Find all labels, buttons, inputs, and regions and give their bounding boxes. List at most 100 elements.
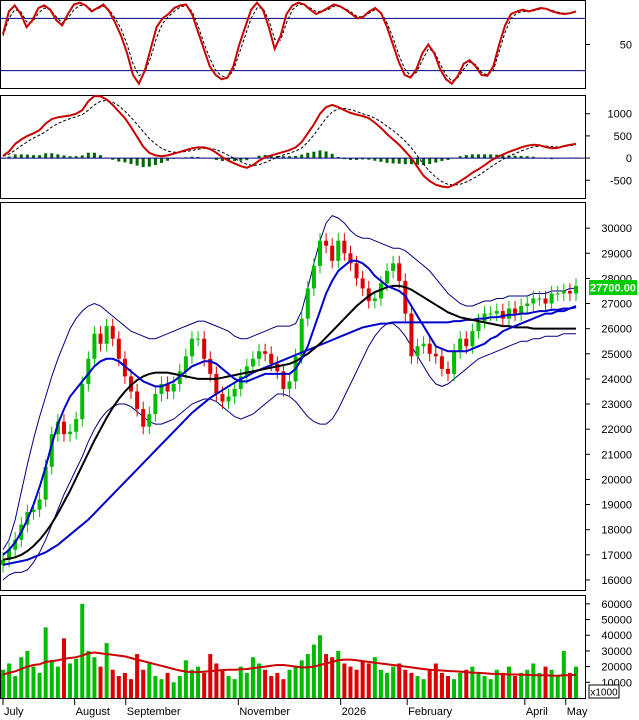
candle-body [7,549,12,560]
candle-body [488,313,493,315]
macd-histogram-bar [416,158,420,165]
volume-bar [226,676,231,698]
candle-body [269,353,274,364]
candle-body [238,376,243,389]
volume-bar [269,676,274,698]
macd-histogram-bar [141,158,145,168]
macd-histogram-bar [288,156,291,159]
stochastic-plot [0,1,585,86]
macd-histogram-bar [147,158,151,167]
price-tick-label: 18000 [601,525,632,537]
macd-histogram-bar [257,155,261,159]
volume-bar [275,672,280,698]
volume-bar [263,669,268,698]
volume-bar [397,663,402,698]
candle-body [421,343,426,347]
x-axis-label: 2026 [342,706,366,718]
candle-body [116,338,121,359]
macd-histogram-bar [324,151,328,159]
macd-histogram-bar [159,158,163,163]
candle-body [531,298,536,304]
volume-bar [98,666,103,698]
price-tick-label: 21000 [601,449,632,461]
candle-body [196,338,201,340]
volume-bar [391,666,396,698]
candle-body [250,358,255,367]
candle-body [366,288,371,302]
candle-body [159,383,164,394]
candle-body [433,353,438,357]
candle-body [257,351,262,359]
volume-bar [348,666,353,698]
macd-histogram-bar [196,157,200,159]
candle-body [226,396,231,402]
x-axis-label: November [239,706,290,718]
volume-bar [372,657,377,698]
volume-bar [129,679,134,698]
candle-body [98,333,103,344]
volume-bar [122,672,127,698]
candle-body [183,356,188,372]
candle-body [305,288,310,319]
volume-bar [214,663,219,698]
macd-histogram-bar [220,158,224,162]
candle-body [543,298,548,304]
volume-bar [317,635,322,698]
candle-body [311,265,316,289]
volume-bar [336,650,341,698]
macd-histogram-bar [68,156,72,159]
candle-body [287,381,292,389]
volume-tick-label: 50000 [601,615,632,627]
volume-bar [415,676,420,698]
volume-bar [31,666,36,698]
macd-tick-label: -500 [610,175,632,187]
volume-bar [92,657,97,698]
candle-body [555,293,560,295]
macd-histogram-bar [38,155,42,159]
macd-histogram-bar [531,156,535,159]
x-axis-label: April [526,706,548,718]
candle-body [336,240,341,261]
macd-histogram-bar [440,158,444,162]
volume-bar [19,657,24,698]
volume-bar [421,679,426,698]
macd-signal-line [2,99,577,186]
candle-body [275,363,280,372]
macd-histogram-bar [361,158,365,160]
candle-body [500,311,505,319]
volume-bar [293,666,298,698]
macd-histogram-bar [294,155,298,159]
volume-bar [74,658,79,698]
price-tick-label: 27000 [601,299,632,311]
volume-tick-label: 60000 [601,599,632,611]
macd-histogram-bar [458,156,462,159]
candle-body [567,290,572,294]
candle-body [506,308,511,319]
candle-body [445,368,450,374]
candle-body [513,308,518,314]
price-tick-label: 23000 [601,399,632,411]
candle-body [427,343,432,354]
macd-histogram-bar [385,158,389,163]
volume-bar [439,672,444,698]
candle-body [360,278,365,289]
macd-histogram-bar [74,156,78,159]
candle-body [372,298,377,302]
macd-histogram-bar [367,158,371,160]
candle-body [378,283,383,299]
price-panel [0,202,586,591]
volume-bar [220,669,225,698]
macd-histogram-bar [117,158,121,162]
candle-body [342,240,347,254]
price-tick-label: 26000 [601,324,632,336]
macd-histogram-bar [403,158,407,165]
volume-bar [311,644,316,698]
moving-average-long-line [2,306,577,566]
volume-average-line [2,651,577,677]
volume-bar [232,679,237,698]
volume-bar [257,663,262,698]
macd-histogram-bar [166,158,170,161]
volume-bar [330,657,335,698]
candle-body [452,351,457,374]
candle-body [482,313,487,322]
